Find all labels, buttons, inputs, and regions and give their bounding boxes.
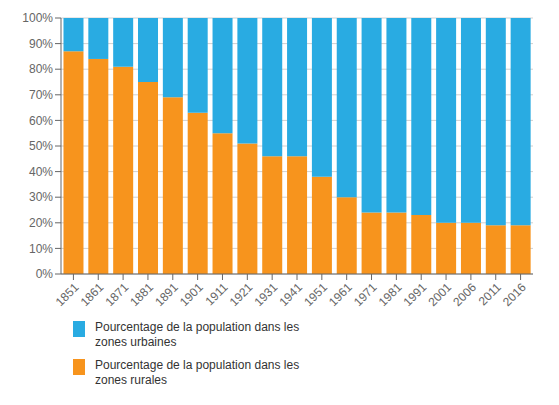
html-text:Pourcentage de la population d: Pourcentage de la population dans les zo… (95, 320, 300, 349)
svg-text:2011: 2011 (476, 280, 504, 308)
svg-text:70%: 70% (29, 88, 53, 102)
svg-text:50%: 50% (29, 139, 53, 153)
svg-text:1901: 1901 (177, 280, 206, 309)
svg-text:1941: 1941 (276, 280, 305, 309)
svg-text:1861: 1861 (78, 280, 107, 309)
svg-text:2006: 2006 (450, 280, 479, 309)
svg-text:1961: 1961 (326, 280, 355, 309)
svg-text:1921: 1921 (227, 280, 256, 309)
html-text:Pourcentage de la population d: Pourcentage de la population dans les zo… (95, 358, 300, 387)
svg-text:2016: 2016 (500, 280, 529, 309)
svg-text:80%: 80% (29, 62, 53, 76)
svg-text:2001: 2001 (425, 280, 454, 309)
svg-text:10%: 10% (29, 242, 53, 256)
svg-text:1881: 1881 (127, 280, 156, 309)
svg-text:1911: 1911 (202, 280, 230, 308)
svg-text:1871: 1871 (102, 280, 131, 309)
svg-text:1981: 1981 (376, 280, 405, 309)
svg-text:1971: 1971 (351, 280, 380, 309)
svg-text:1891: 1891 (152, 280, 181, 309)
svg-text:1851: 1851 (53, 280, 82, 309)
svg-text:20%: 20% (29, 216, 53, 230)
svg-text:40%: 40% (29, 165, 53, 179)
svg-text:0%: 0% (36, 267, 54, 281)
svg-text:1991: 1991 (401, 280, 430, 309)
svg-text:100%: 100% (22, 11, 53, 25)
svg-text:1931: 1931 (252, 280, 281, 309)
svg-text:60%: 60% (29, 114, 53, 128)
svg-text:1951: 1951 (301, 280, 330, 309)
svg-text:90%: 90% (29, 37, 53, 51)
svg-text:30%: 30% (29, 190, 53, 204)
